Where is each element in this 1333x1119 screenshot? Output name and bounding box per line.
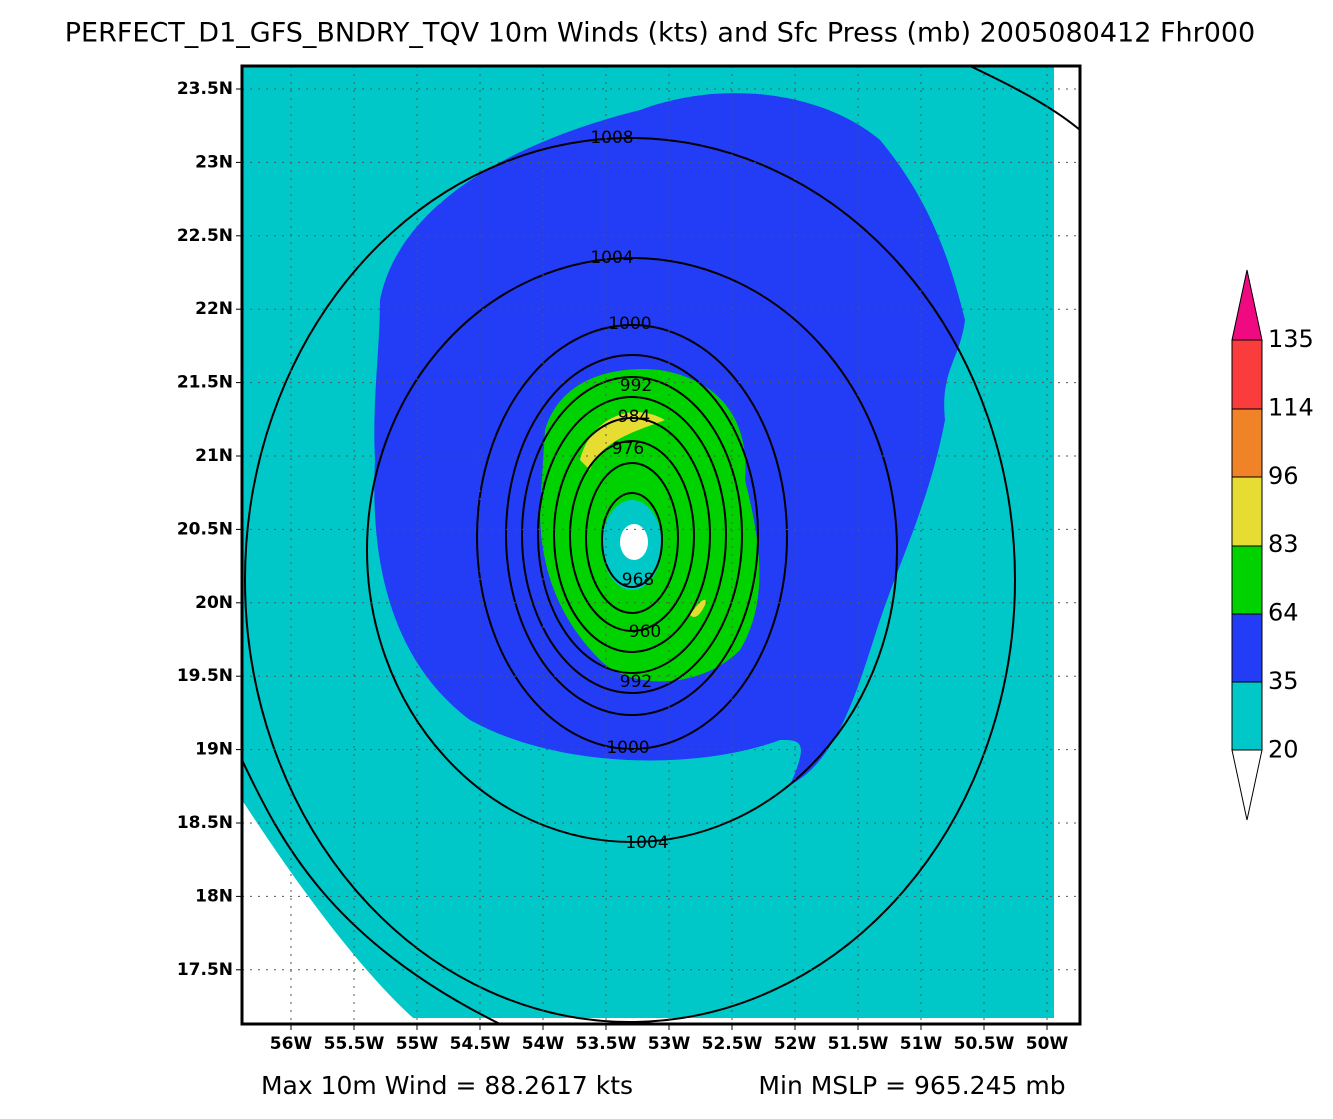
lat-label: 22N (195, 299, 233, 319)
contour-label: 984 (618, 407, 650, 427)
lat-label: 18N (195, 886, 233, 906)
lat-label: 23N (195, 152, 233, 172)
colorbar-label: 20 (1268, 735, 1299, 763)
lat-label: 21.5N (177, 373, 233, 393)
contour-label: 992 (620, 672, 652, 692)
contour-label: 992 (620, 376, 652, 396)
colorbar-label: 35 (1268, 667, 1299, 695)
lon-label: 50W (1026, 1034, 1069, 1054)
wind-83-96 (690, 599, 706, 617)
lon-label: 53.5W (576, 1034, 637, 1054)
lat-label: 18.5N (177, 813, 233, 833)
colorbar-label: 96 (1268, 462, 1299, 490)
contour-label: 1008 (590, 128, 633, 148)
contour-label: 960 (629, 622, 661, 642)
contour-label: 1000 (606, 738, 649, 758)
lon-label: 54W (522, 1034, 565, 1054)
colorbar-label: 114 (1268, 393, 1314, 421)
lat-label: 20N (195, 593, 233, 613)
lon-label: 54.5W (450, 1034, 511, 1054)
lat-label: 19N (195, 740, 233, 760)
contour-label: 1000 (608, 314, 651, 334)
min-mslp: Min MSLP = 965.245 mb (758, 1071, 1065, 1100)
colorbar-label: 83 (1268, 530, 1299, 558)
plot-frame (240, 64, 1082, 1026)
max-wind: Max 10m Wind = 88.2617 kts (261, 1071, 633, 1100)
lat-label: 23.5N (177, 79, 233, 99)
lon-label: 51.5W (828, 1034, 889, 1054)
lat-label: 17.5N (177, 960, 233, 980)
no-data (242, 800, 420, 1024)
lon-label: 50.5W (954, 1034, 1015, 1054)
title: PERFECT_D1_GFS_BNDRY_TQV 10m Winds (kts)… (65, 18, 1255, 49)
colorbar-label: 64 (1268, 599, 1299, 627)
calm-center (620, 524, 648, 560)
contour-label: 968 (622, 570, 654, 590)
wind-field (242, 66, 1080, 1024)
contour-label: 976 (612, 439, 644, 459)
lon-label: 52W (774, 1034, 817, 1054)
lon-label: 55.5W (324, 1034, 385, 1054)
lat-label: 21N (195, 446, 233, 466)
lon-label: 56W (270, 1034, 313, 1054)
labels: 23.5N 23N 22.5N 22N 21.5N 21N 20.5N 20N 19.5N 19N… (177, 79, 1314, 1054)
lon-label: 55W (396, 1034, 439, 1054)
lon-label: 53W (648, 1034, 691, 1054)
isobars (242, 66, 1080, 1024)
lon-label: 51W (900, 1034, 943, 1054)
contour-label: 1004 (625, 833, 668, 853)
lat-label: 19.5N (177, 666, 233, 686)
contour-label: 1004 (590, 248, 633, 268)
lon-label: 52.5W (702, 1034, 763, 1054)
lat-label: 22.5N (177, 226, 233, 246)
colorbar (1231, 269, 1263, 821)
colorbar-label: 135 (1268, 325, 1314, 353)
lat-label: 20.5N (177, 519, 233, 539)
